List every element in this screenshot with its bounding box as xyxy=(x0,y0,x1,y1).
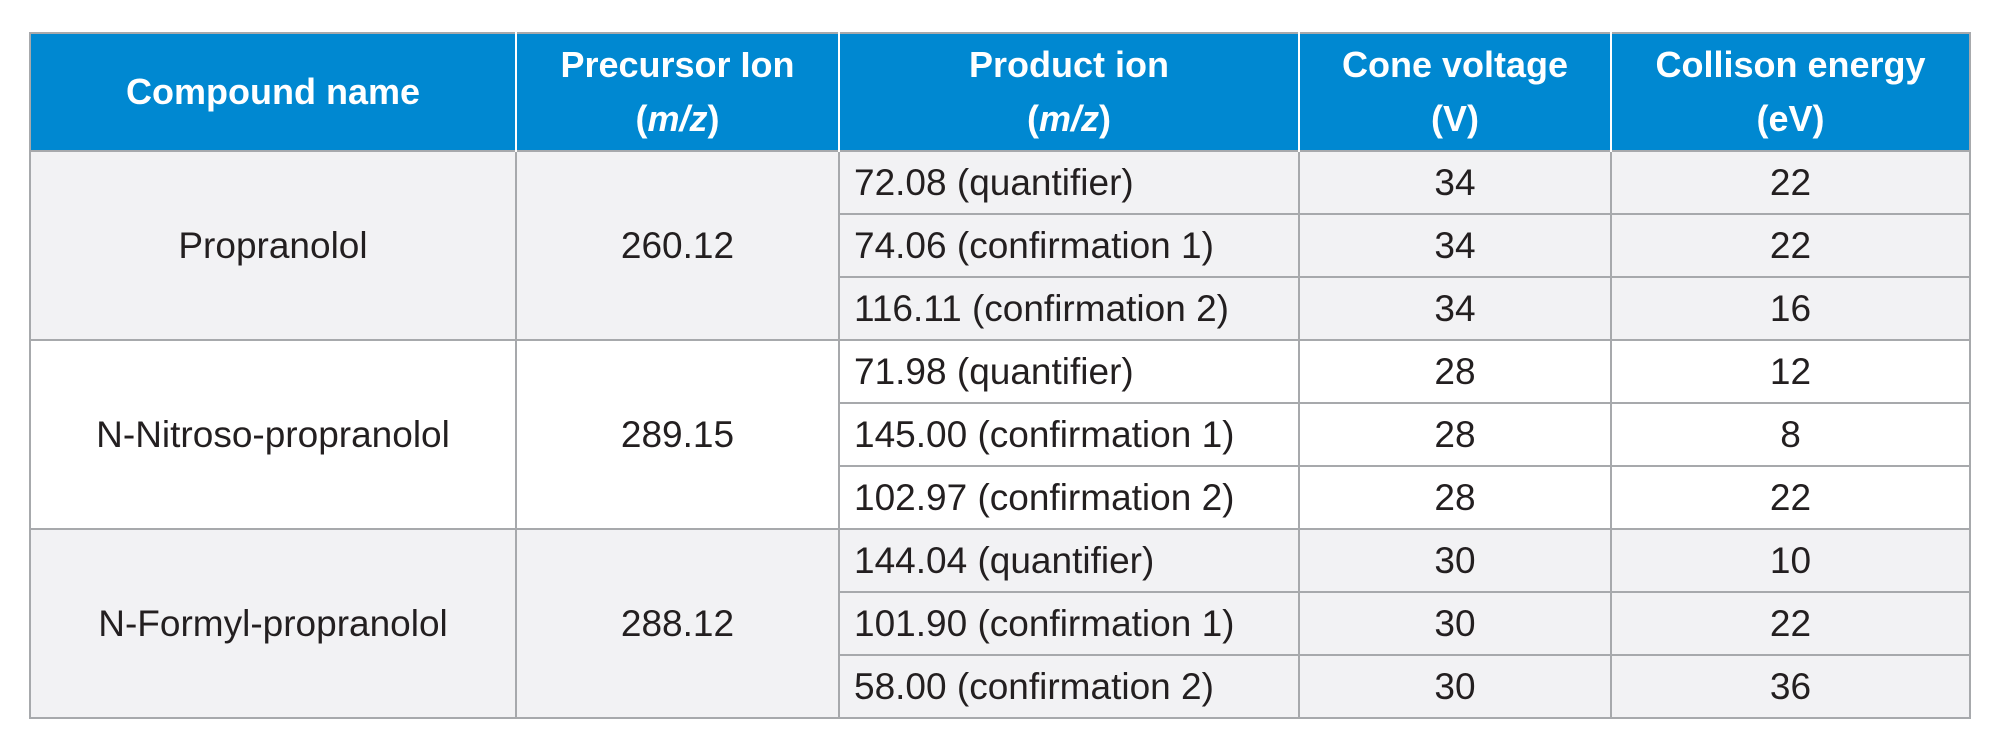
product-ion-cell: 58.00 (confirmation 2) xyxy=(838,654,1300,719)
product-ion-cell: 116.11 (confirmation 2) xyxy=(838,276,1300,341)
table-row: N-Formyl-propranolol 288.12 144.04 (quanti… xyxy=(29,528,1971,719)
header-collision-energy: Collison energy (eV) xyxy=(1610,33,1970,151)
table-row: 58.00 (confirmation 2) 30 36 xyxy=(30,654,1971,719)
header-cone-voltage: Cone voltage (V) xyxy=(1298,33,1612,151)
table-row: 145.00 (confirmation 1) 28 8 xyxy=(30,402,1971,467)
header-precursor-ion: Precursor Ion (m/z) xyxy=(515,33,840,151)
product-ion-cell: 74.06 (confirmation 1) xyxy=(838,213,1300,278)
precursor-ion-cell: 289.15 xyxy=(515,339,840,530)
product-ion-cell: 101.90 (confirmation 1) xyxy=(838,591,1300,656)
header-compound-name: Compound name xyxy=(30,33,517,151)
collision-energy-cell: 16 xyxy=(1610,276,1971,341)
table-header: Compound name Precursor Ion (m/z) Produc… xyxy=(30,33,1970,151)
collision-energy-cell: 22 xyxy=(1610,213,1971,278)
compound-name-cell: N-Nitroso-propranolol xyxy=(29,339,517,530)
collision-energy-cell: 22 xyxy=(1610,591,1971,656)
compound-name-cell: N-Formyl-propranolol xyxy=(29,528,517,719)
compound-name-cell: Propranolol xyxy=(29,150,517,341)
collision-energy-cell: 22 xyxy=(1610,465,1971,530)
cone-voltage-cell: 30 xyxy=(1298,528,1612,593)
cone-voltage-cell: 34 xyxy=(1298,213,1612,278)
product-ion-cell: 144.04 (quantifier) xyxy=(838,528,1300,593)
table-row: N-Nitroso-propranolol 289.15 71.98 (quanti… xyxy=(29,339,1971,530)
cone-voltage-cell: 28 xyxy=(1298,339,1612,404)
cone-voltage-cell: 30 xyxy=(1298,654,1612,719)
table-row: Propranolol 260.12 72.08 (quantifier) 34 22 xyxy=(29,150,1971,341)
table-row: 102.97 (confirmation 2) 28 22 xyxy=(30,465,1971,530)
product-ion-cell: 72.08 (quantifier) xyxy=(838,150,1300,215)
collision-energy-cell: 36 xyxy=(1610,654,1971,719)
precursor-ion-cell: 288.12 xyxy=(515,528,840,719)
product-ion-cell: 71.98 (quantifier) xyxy=(838,339,1300,404)
cone-voltage-cell: 34 xyxy=(1298,150,1612,215)
cone-voltage-cell: 28 xyxy=(1298,402,1612,467)
mrm-parameters-table: Compound name Precursor Ion (m/z) Produc… xyxy=(29,32,1971,719)
collision-energy-cell: 22 xyxy=(1610,150,1971,215)
table-row: 74.06 (confirmation 1) 34 22 xyxy=(30,213,1971,278)
cone-voltage-cell: 28 xyxy=(1298,465,1612,530)
collision-energy-cell: 10 xyxy=(1610,528,1971,593)
precursor-ion-cell: 260.12 xyxy=(515,150,840,341)
header-product-ion: Product ion (m/z) xyxy=(838,33,1300,151)
collision-energy-cell: 12 xyxy=(1610,339,1971,404)
table-body: Propranolol 260.12 72.08 (quantifier) 34 22 7… xyxy=(29,150,1971,719)
product-ion-cell: 102.97 (confirmation 2) xyxy=(838,465,1300,530)
cone-voltage-cell: 34 xyxy=(1298,276,1612,341)
header-row: Compound name Precursor Ion (m/z) Produc… xyxy=(30,33,1970,151)
cone-voltage-cell: 30 xyxy=(1298,591,1612,656)
table-row: 101.90 (confirmation 1) 30 22 xyxy=(30,591,1971,656)
product-ion-cell: 145.00 (confirmation 1) xyxy=(838,402,1300,467)
collision-energy-cell: 8 xyxy=(1610,402,1971,467)
table-row: 116.11 (confirmation 2) 34 16 xyxy=(30,276,1971,341)
